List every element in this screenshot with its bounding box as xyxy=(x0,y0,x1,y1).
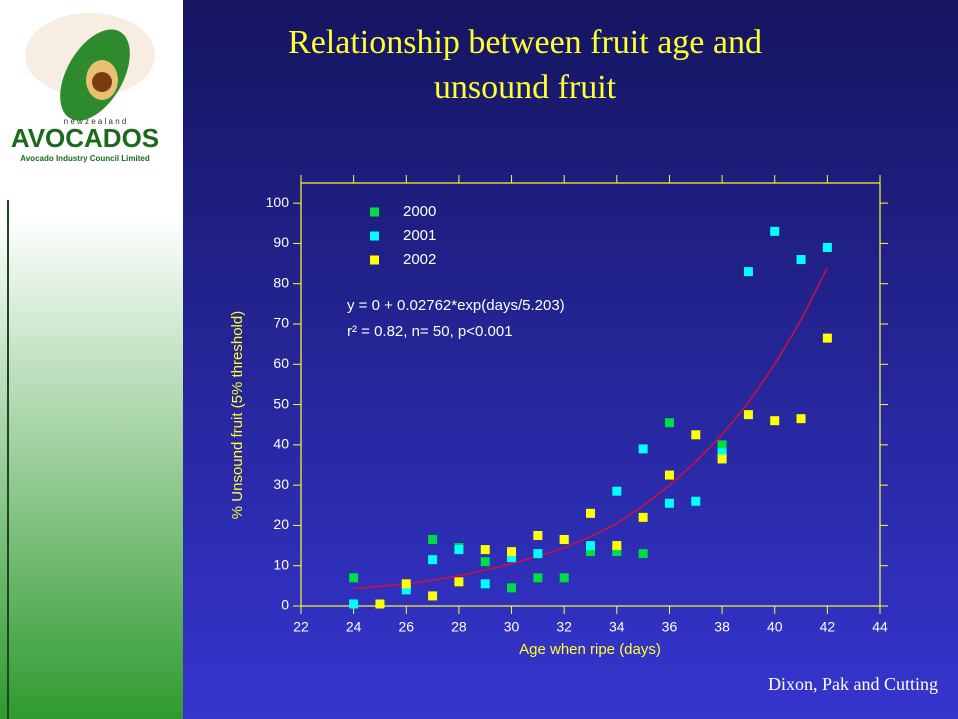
point xyxy=(796,255,806,265)
point xyxy=(796,414,806,424)
point xyxy=(454,577,464,587)
y-tick-label: 100 xyxy=(266,194,290,210)
point xyxy=(717,440,727,450)
plot-frame xyxy=(300,182,881,607)
point xyxy=(638,444,648,454)
x-tick-label: 38 xyxy=(714,619,730,635)
point xyxy=(454,545,464,555)
annotation: r² = 0.82, n= 50, p<0.001 xyxy=(347,323,513,340)
legend-label: 2001 xyxy=(403,227,436,244)
legend-marker xyxy=(370,207,379,217)
point xyxy=(612,486,622,496)
x-tick-label: 28 xyxy=(451,619,467,635)
point xyxy=(349,599,359,609)
point xyxy=(480,579,490,589)
y-tick-label: 80 xyxy=(273,274,289,290)
point xyxy=(507,553,517,563)
point xyxy=(691,430,701,440)
point xyxy=(822,333,832,343)
point xyxy=(559,573,569,583)
point xyxy=(770,416,780,426)
logo-country: n e w z e a l a n d xyxy=(64,117,127,126)
point xyxy=(743,267,753,277)
y-tick-label: 60 xyxy=(273,355,289,371)
point xyxy=(664,498,674,508)
logo-seed xyxy=(92,72,112,92)
x-tick-label: 24 xyxy=(346,619,362,635)
x-tick-label: 30 xyxy=(504,619,520,635)
point xyxy=(375,599,385,609)
chart-title: Relationship between fruit age and xyxy=(288,24,762,61)
sidebar xyxy=(0,0,183,719)
x-tick-label: 42 xyxy=(820,619,836,635)
point xyxy=(428,591,438,601)
point xyxy=(401,579,411,589)
point xyxy=(717,454,727,464)
legend-marker xyxy=(370,231,379,241)
point xyxy=(507,583,517,593)
x-tick-label: 40 xyxy=(767,619,783,635)
y-tick-label: 30 xyxy=(273,476,289,492)
credit: Dixon, Pak and Cutting xyxy=(768,674,938,694)
point xyxy=(717,448,727,458)
logo: n e w z e a l a n d AVOCADOS Avocado Ind… xyxy=(11,13,159,163)
point xyxy=(822,242,832,252)
point xyxy=(586,508,595,518)
point xyxy=(664,470,674,480)
x-tick-label: 32 xyxy=(556,619,572,635)
y-tick-label: 50 xyxy=(273,395,289,411)
fit-curve xyxy=(353,267,829,590)
x-tick-label: 22 xyxy=(293,619,309,635)
point xyxy=(612,541,622,551)
legend-label: 2002 xyxy=(403,251,436,268)
point xyxy=(533,549,543,559)
point xyxy=(638,549,648,559)
point xyxy=(349,573,359,583)
point xyxy=(586,541,595,551)
point xyxy=(533,531,543,540)
point xyxy=(401,585,411,595)
point xyxy=(559,535,569,545)
legend-marker xyxy=(370,255,379,265)
point xyxy=(480,545,490,555)
x-tick-label: 26 xyxy=(398,619,414,635)
annotation: y = 0 + 0.02762*exp(days/5.203) xyxy=(347,297,565,314)
y-tick-label: 0 xyxy=(281,597,289,613)
point xyxy=(533,573,543,583)
x-tick-label: 36 xyxy=(662,619,678,635)
point xyxy=(507,547,517,557)
point xyxy=(480,557,490,567)
chart-title: unsound fruit xyxy=(434,69,617,106)
point xyxy=(664,418,674,428)
y-axis-label: % Unsound fruit (5% threshold) xyxy=(229,311,246,519)
point xyxy=(638,512,648,522)
point xyxy=(428,535,438,545)
point xyxy=(586,547,595,557)
point xyxy=(428,555,438,565)
point xyxy=(743,410,753,420)
point xyxy=(612,547,622,557)
y-tick-label: 70 xyxy=(273,315,289,331)
x-tick-label: 34 xyxy=(609,619,625,635)
point xyxy=(691,496,701,506)
y-tick-label: 90 xyxy=(273,234,289,250)
point xyxy=(770,226,780,236)
y-tick-label: 40 xyxy=(273,436,289,452)
y-tick-label: 10 xyxy=(273,556,289,572)
logo-name: AVOCADOS xyxy=(11,123,159,153)
logo-council: Avocado Industry Council Limited xyxy=(20,154,150,163)
y-tick-label: 20 xyxy=(273,516,289,532)
legend-label: 2000 xyxy=(403,203,436,220)
x-axis-label: Age when ripe (days) xyxy=(519,641,661,658)
x-tick-label: 44 xyxy=(872,619,888,635)
